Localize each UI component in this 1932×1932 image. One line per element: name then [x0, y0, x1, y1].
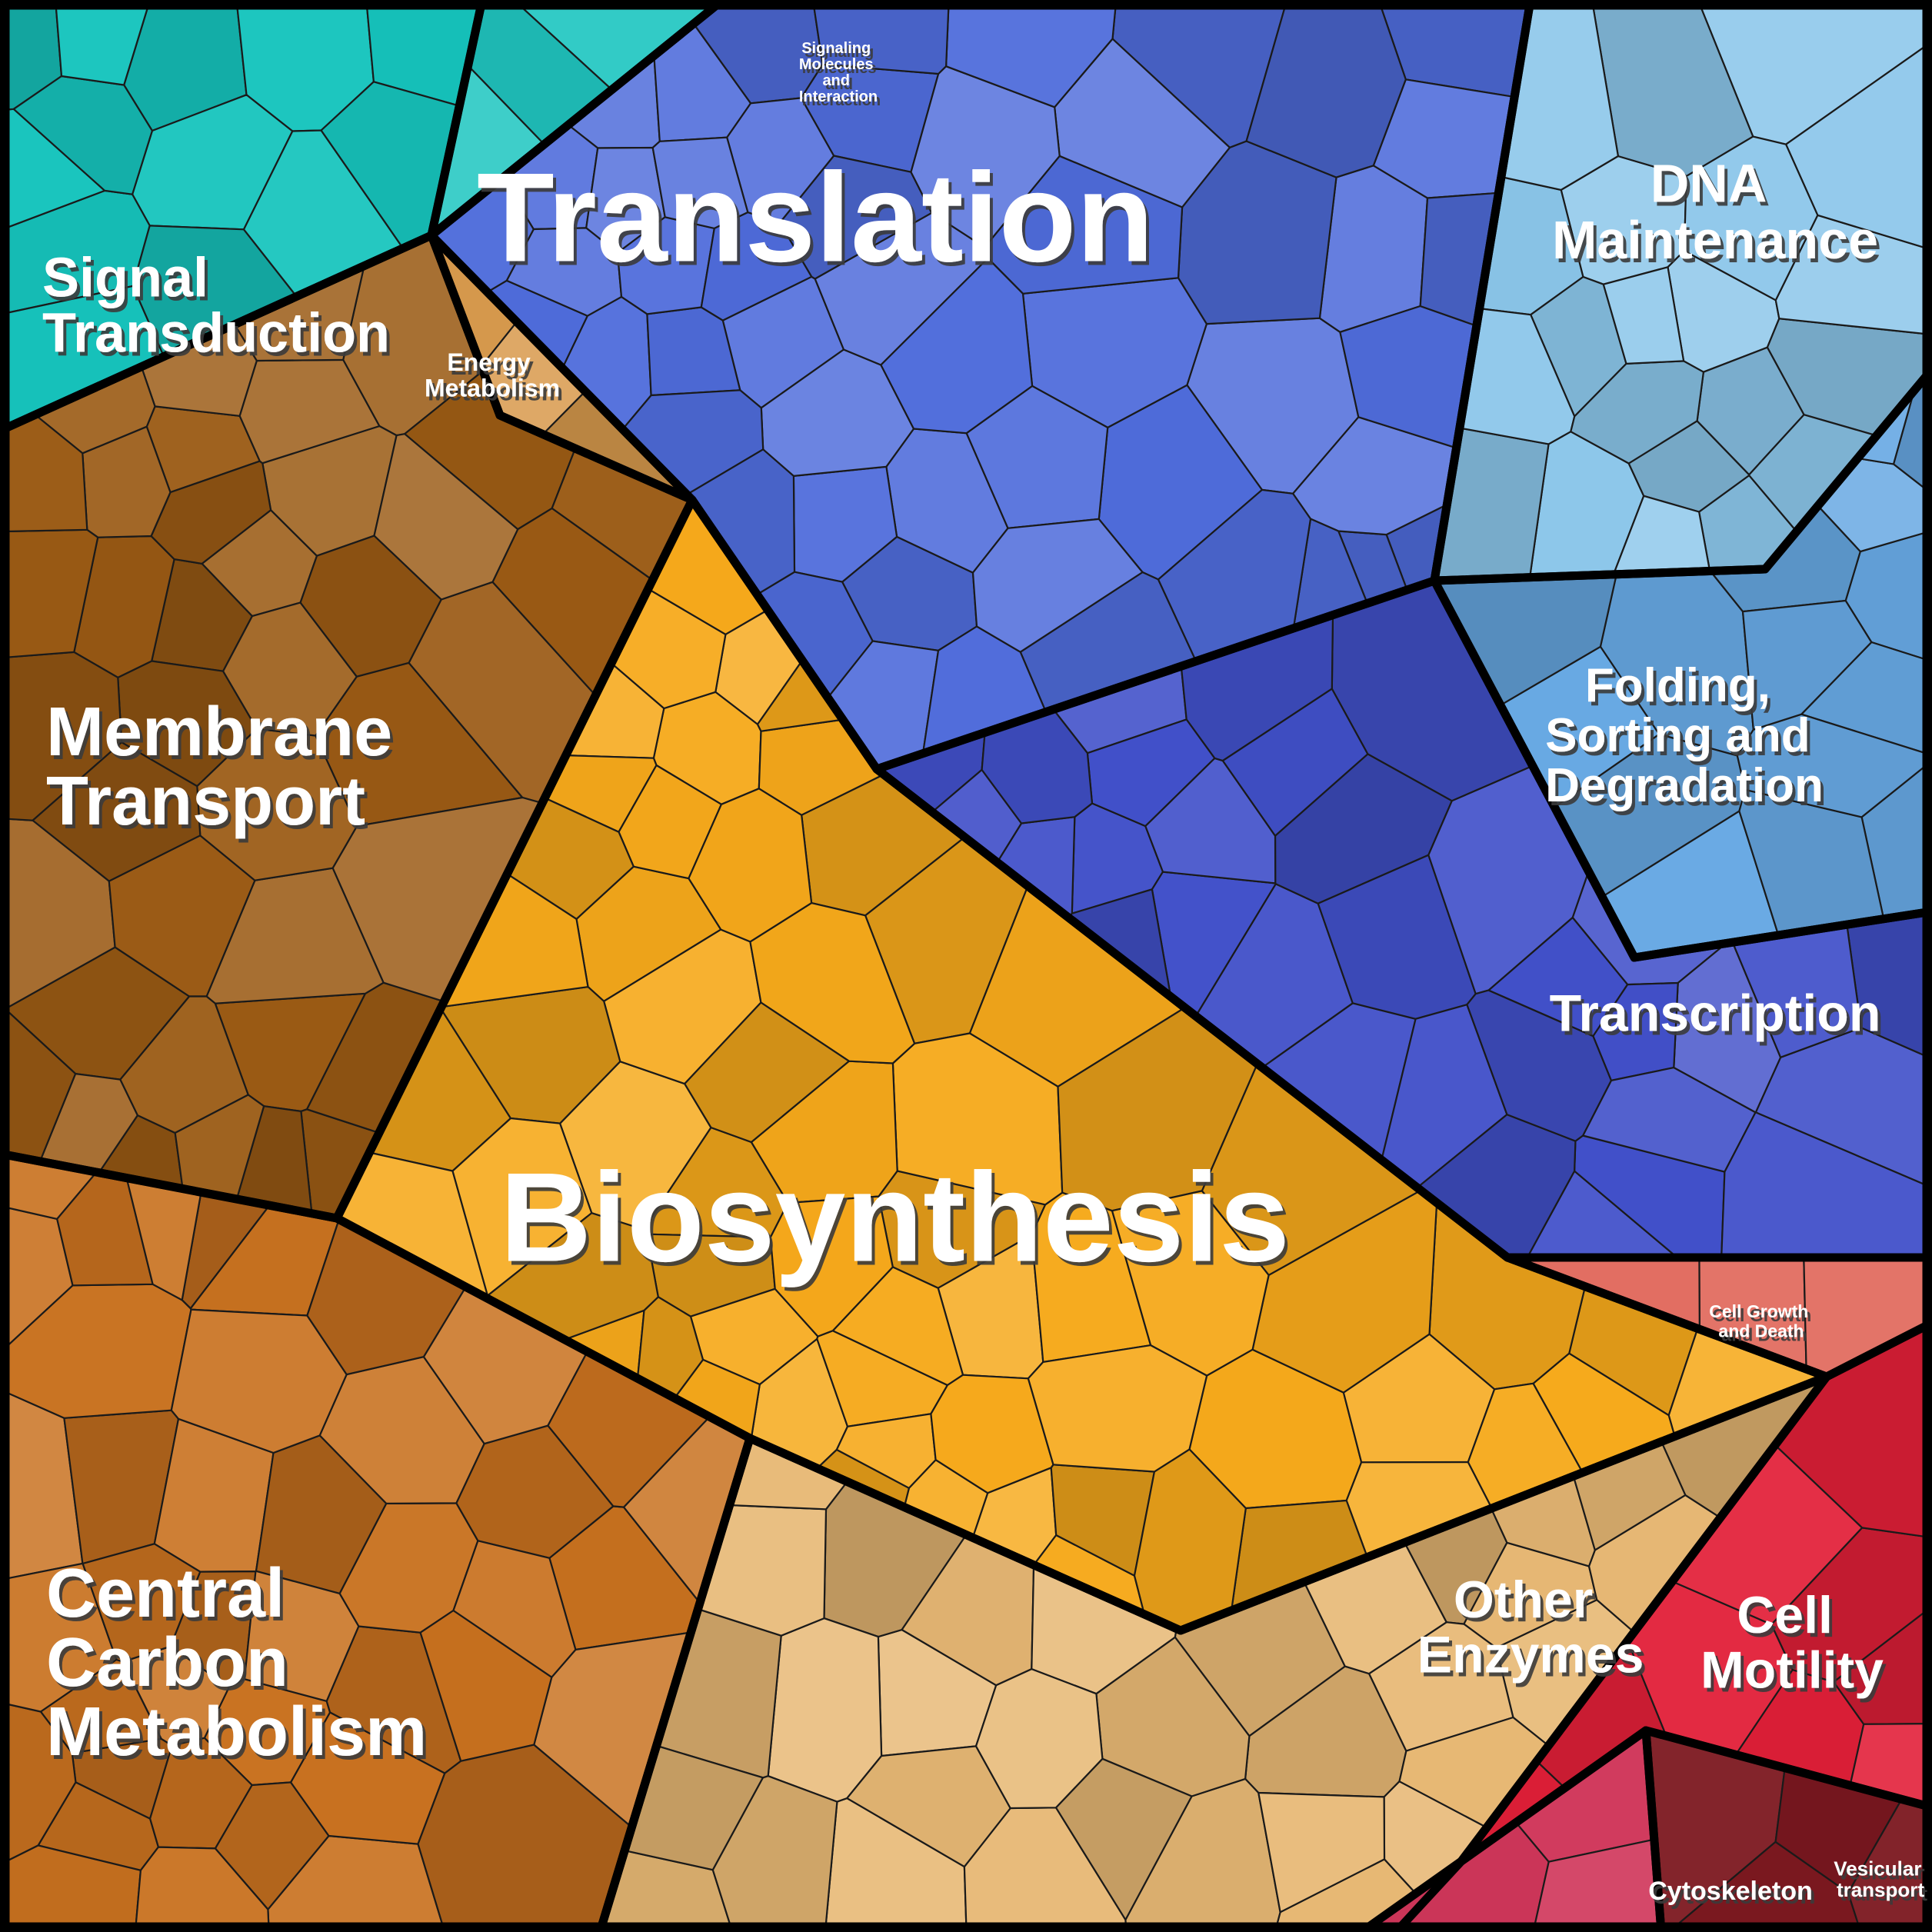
svg-text:Signaling Molecules and Intera: Signaling Molecules and Interaction — [799, 40, 878, 105]
svg-text:Cell Growth and Death: Cell Growth and Death — [1709, 1301, 1813, 1341]
svg-text:Biosynthesis: Biosynthesis — [500, 1147, 1290, 1288]
svg-text:Translation: Translation — [477, 147, 1154, 288]
svg-text:Cytoskeleton: Cytoskeleton — [1648, 1877, 1813, 1906]
svg-text:Membrane Transport: Membrane Transport — [46, 694, 411, 840]
svg-text:Transcription: Transcription — [1550, 984, 1881, 1042]
svg-text:Vesicular transport: Vesicular transport — [1834, 1857, 1927, 1901]
svg-text:Folding, Sorting and Degradati: Folding, Sorting and Degradation — [1545, 659, 1824, 812]
